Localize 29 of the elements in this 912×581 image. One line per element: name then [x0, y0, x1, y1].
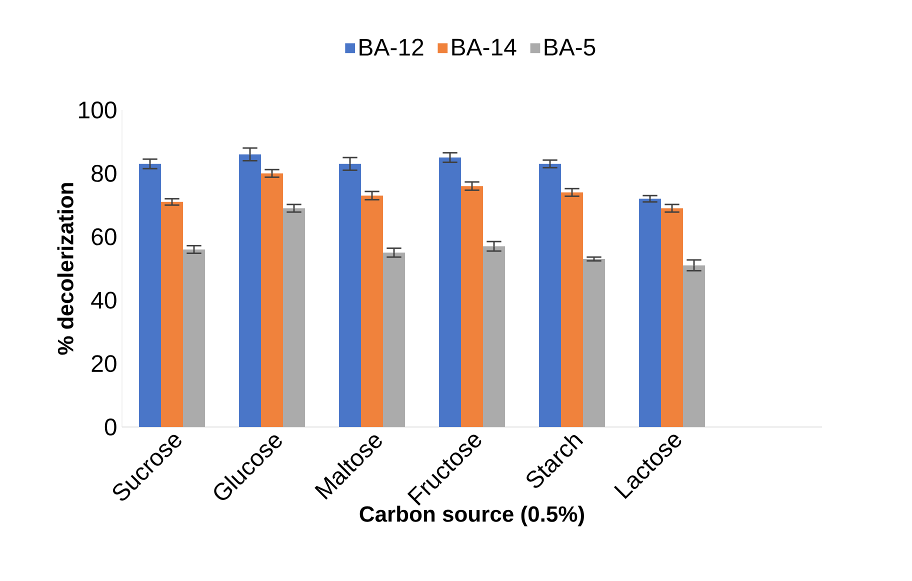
- bar: [583, 258, 606, 427]
- bar: [683, 265, 706, 427]
- bar: [383, 252, 406, 427]
- y-tick-label: 40: [91, 292, 116, 309]
- legend-label: BA-12: [360, 38, 424, 56]
- bar: [261, 173, 283, 427]
- bar: [339, 164, 362, 427]
- bar: [239, 154, 262, 427]
- y-axis-title: % decolerization: [57, 183, 74, 355]
- bar: [461, 186, 484, 427]
- legend-label: BA-5: [544, 38, 596, 56]
- bar: [283, 208, 306, 427]
- y-tick-label: 20: [92, 355, 116, 372]
- bar: [361, 196, 384, 427]
- bar: [161, 202, 184, 427]
- legend-label: BA-14: [452, 38, 516, 56]
- bar: [483, 246, 506, 427]
- y-tick-label: 100: [79, 101, 116, 118]
- bar: [139, 164, 162, 427]
- y-tick-label: 0: [104, 418, 116, 436]
- bar: [661, 208, 684, 427]
- bar: [639, 198, 662, 427]
- bar: [561, 192, 584, 427]
- bar: [183, 249, 205, 427]
- bar: [539, 164, 562, 427]
- y-tick-label: 60: [92, 228, 116, 246]
- bar: [439, 158, 462, 427]
- x-axis-title: Carbon source (0.5%): [360, 506, 584, 526]
- y-tick-label: 80: [92, 164, 116, 182]
